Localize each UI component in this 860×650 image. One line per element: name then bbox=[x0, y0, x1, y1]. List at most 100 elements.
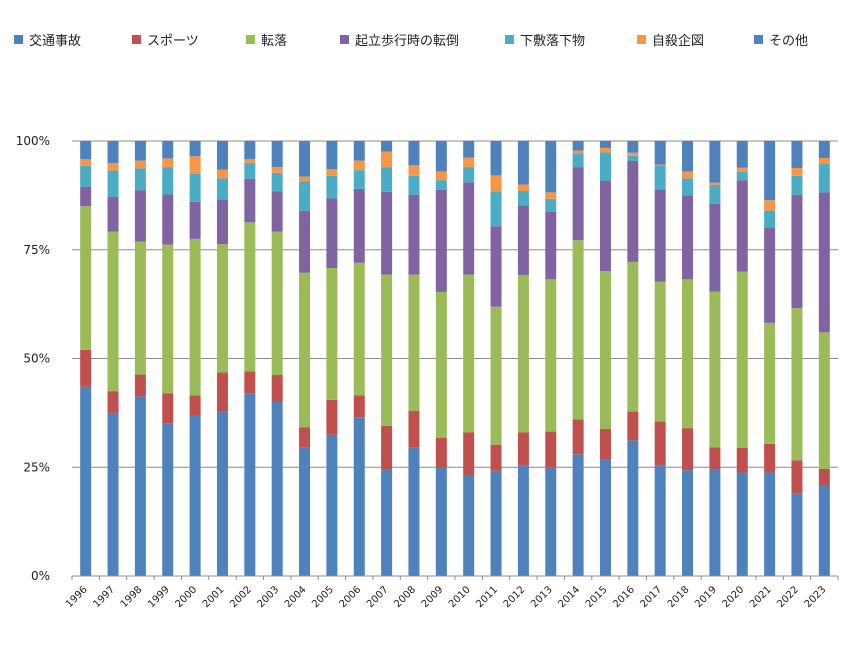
bar-segment bbox=[490, 444, 502, 471]
bar-segment bbox=[490, 470, 502, 576]
bar-segment bbox=[189, 156, 201, 174]
bar-segment bbox=[490, 141, 502, 176]
bar-segment bbox=[709, 184, 721, 204]
bar-segment bbox=[326, 198, 338, 269]
bar-segment bbox=[709, 447, 721, 470]
bar-segment bbox=[654, 421, 666, 466]
bar-segment bbox=[353, 188, 365, 263]
bar-segment bbox=[791, 175, 803, 195]
bar-segment bbox=[545, 467, 557, 576]
x-tick-label: 2011 bbox=[474, 584, 500, 610]
bar-segment bbox=[517, 141, 529, 185]
bar-segment bbox=[654, 465, 666, 576]
bar-segment bbox=[599, 459, 611, 576]
x-tick-label: 2004 bbox=[283, 584, 309, 610]
legend-label: 転落 bbox=[261, 34, 288, 49]
bar-segment bbox=[244, 141, 256, 160]
x-tick-label: 1998 bbox=[119, 584, 145, 610]
bar-segment bbox=[408, 194, 420, 275]
bar-segment bbox=[791, 460, 803, 494]
bar-segment bbox=[271, 172, 283, 192]
bar-segment bbox=[134, 374, 146, 397]
x-tick-label: 2020 bbox=[721, 584, 747, 610]
bar-segment bbox=[381, 274, 393, 426]
bar-segment bbox=[107, 412, 119, 576]
legend-label: 下敷落下物 bbox=[520, 34, 586, 49]
bar-segment bbox=[654, 165, 666, 190]
legend-label: 交通事故 bbox=[29, 34, 82, 49]
bar-segment bbox=[134, 190, 146, 242]
x-tick-label: 2016 bbox=[611, 584, 637, 610]
bar-segment bbox=[299, 176, 311, 182]
bar-segment bbox=[216, 199, 228, 245]
bar-segment bbox=[435, 171, 447, 181]
bar-segment bbox=[189, 141, 201, 157]
legend-item-fall: 転落 bbox=[246, 30, 287, 49]
legend-label: スポーツ bbox=[147, 34, 199, 49]
bar-segment bbox=[545, 279, 557, 432]
bar-segment bbox=[517, 205, 529, 275]
bar-segment bbox=[463, 157, 475, 168]
bar-segment bbox=[107, 231, 119, 392]
bar-segment bbox=[80, 165, 92, 187]
bar-segment bbox=[326, 169, 338, 176]
bar-segment bbox=[463, 432, 475, 476]
bar-segment bbox=[381, 167, 393, 192]
x-tick-label: 2021 bbox=[748, 584, 774, 610]
bar-segment bbox=[764, 200, 776, 211]
bar-segment bbox=[545, 211, 557, 280]
bar-segment bbox=[107, 196, 119, 232]
bar-segment bbox=[299, 181, 311, 212]
bar-segment bbox=[682, 178, 694, 196]
bar-segment bbox=[189, 173, 201, 202]
legend-swatch bbox=[505, 35, 514, 44]
bar-segment bbox=[818, 468, 830, 486]
bar-segment bbox=[435, 180, 447, 190]
bar-segment bbox=[736, 180, 748, 272]
bar-segment bbox=[545, 141, 557, 193]
bar-segment bbox=[764, 210, 776, 228]
bar-segment bbox=[818, 485, 830, 576]
bar-segment bbox=[463, 167, 475, 183]
bar-segment bbox=[189, 395, 201, 416]
bar-segment bbox=[490, 175, 502, 192]
x-tick-label: 2012 bbox=[502, 584, 528, 610]
bar-segment bbox=[791, 308, 803, 461]
bar-segment bbox=[299, 141, 311, 177]
bar-segment bbox=[80, 349, 92, 387]
bar-segment bbox=[736, 271, 748, 448]
bar-segment bbox=[353, 160, 365, 171]
bar-segment bbox=[189, 238, 201, 396]
bar-segment bbox=[271, 141, 283, 168]
x-tick-label: 2013 bbox=[529, 584, 555, 610]
bar-segment bbox=[353, 395, 365, 418]
bar-segment bbox=[271, 231, 283, 376]
bar-segment bbox=[764, 227, 776, 323]
bar-segment bbox=[818, 192, 830, 333]
legend-swatch bbox=[340, 35, 349, 44]
bar-segment bbox=[764, 472, 776, 576]
bar-segment bbox=[599, 147, 611, 153]
bar-segment bbox=[326, 141, 338, 170]
bar-segment bbox=[682, 428, 694, 471]
bar-segment bbox=[381, 425, 393, 470]
x-tick-label: 2018 bbox=[666, 584, 692, 610]
bar-segment bbox=[463, 182, 475, 275]
bar-segment bbox=[517, 465, 529, 576]
bar-segment bbox=[736, 167, 748, 172]
bar-segment bbox=[326, 268, 338, 400]
bar-segment bbox=[216, 141, 228, 170]
bar-segment bbox=[572, 150, 584, 154]
bar-segment bbox=[764, 443, 776, 473]
bar-segment bbox=[271, 167, 283, 173]
bar-segment bbox=[709, 291, 721, 448]
bar-segment bbox=[216, 244, 228, 373]
bars bbox=[80, 141, 830, 576]
legend-item-other: その他 bbox=[754, 30, 808, 49]
bar-segment bbox=[736, 472, 748, 576]
y-tick-label: 50% bbox=[23, 352, 50, 366]
bar-segment bbox=[189, 415, 201, 576]
bar-segment bbox=[381, 469, 393, 576]
bar-segment bbox=[654, 281, 666, 422]
